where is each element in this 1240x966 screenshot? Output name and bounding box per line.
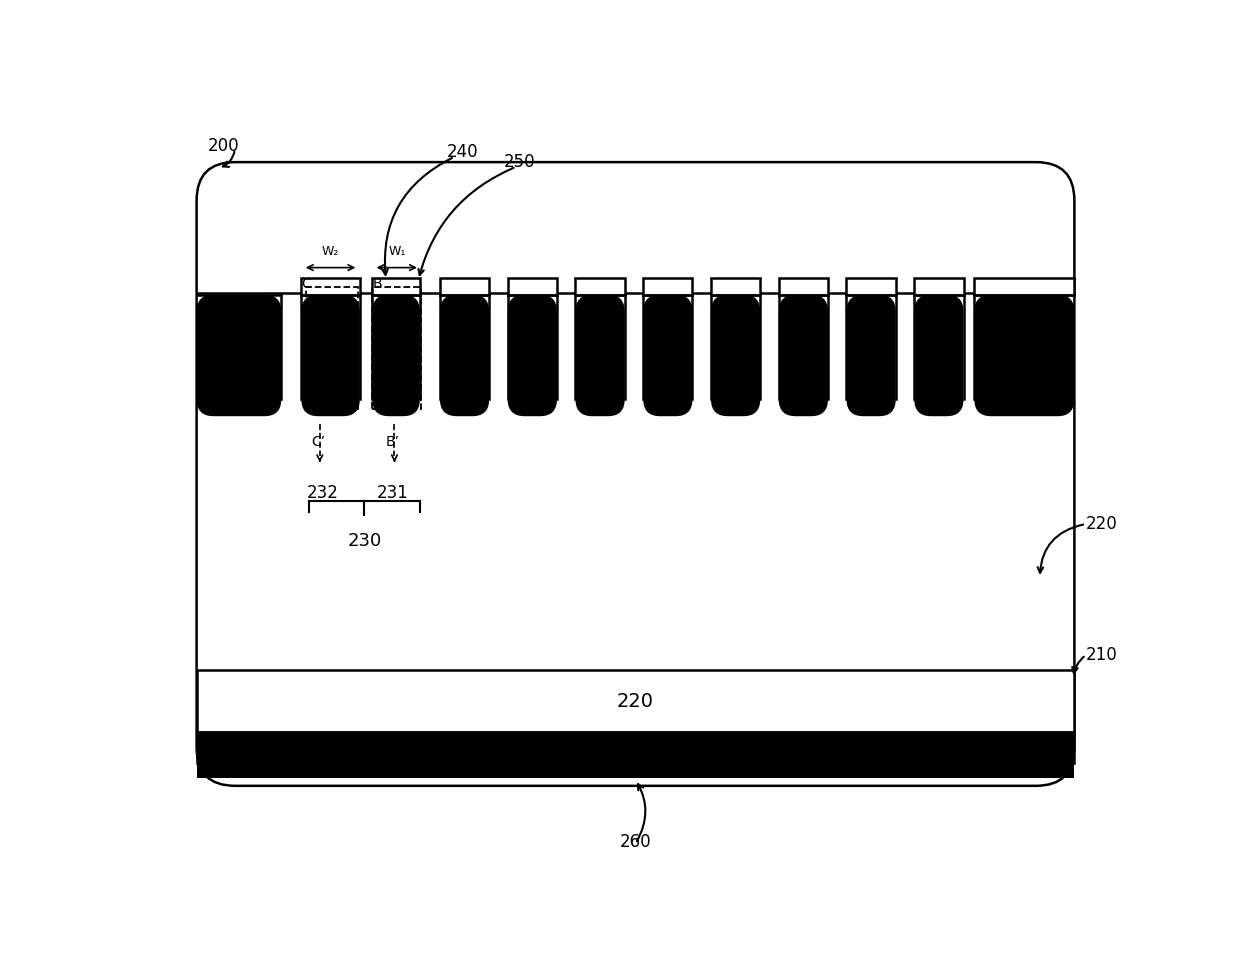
FancyBboxPatch shape <box>847 295 895 416</box>
FancyBboxPatch shape <box>711 295 760 416</box>
FancyBboxPatch shape <box>197 295 281 416</box>
Bar <box>507 277 557 295</box>
Text: 230: 230 <box>347 531 382 550</box>
Bar <box>914 277 963 295</box>
FancyBboxPatch shape <box>575 295 625 416</box>
Text: 260: 260 <box>620 834 651 851</box>
FancyBboxPatch shape <box>779 295 828 416</box>
Bar <box>372 277 420 295</box>
Bar <box>301 277 360 295</box>
Bar <box>575 277 625 295</box>
Bar <box>644 277 692 295</box>
FancyBboxPatch shape <box>301 295 360 416</box>
Text: B: B <box>372 277 382 292</box>
Text: B’: B’ <box>386 436 401 449</box>
Bar <box>440 277 490 295</box>
Text: 250: 250 <box>505 153 536 171</box>
Bar <box>197 670 1074 732</box>
Bar <box>975 277 1074 295</box>
FancyBboxPatch shape <box>372 295 420 416</box>
Bar <box>372 287 422 409</box>
Bar <box>711 277 760 295</box>
Text: 210: 210 <box>1086 646 1117 664</box>
Bar <box>306 287 358 409</box>
Bar <box>779 277 828 295</box>
FancyBboxPatch shape <box>197 162 1074 785</box>
Text: W₂: W₂ <box>322 244 340 258</box>
FancyBboxPatch shape <box>507 295 557 416</box>
Text: W₁: W₁ <box>388 244 405 258</box>
Text: 220: 220 <box>1086 515 1117 533</box>
Text: 220: 220 <box>618 692 653 711</box>
Text: C: C <box>301 277 311 292</box>
Bar <box>847 277 895 295</box>
FancyBboxPatch shape <box>644 295 692 416</box>
Text: 232: 232 <box>308 484 339 502</box>
Text: 200: 200 <box>208 137 239 156</box>
FancyBboxPatch shape <box>975 295 1074 416</box>
Text: C’: C’ <box>311 436 325 449</box>
Text: 231: 231 <box>377 484 409 502</box>
Bar <box>197 732 1074 763</box>
FancyBboxPatch shape <box>440 295 490 416</box>
FancyBboxPatch shape <box>914 295 963 416</box>
Bar <box>197 763 1074 779</box>
Text: 240: 240 <box>446 143 479 161</box>
